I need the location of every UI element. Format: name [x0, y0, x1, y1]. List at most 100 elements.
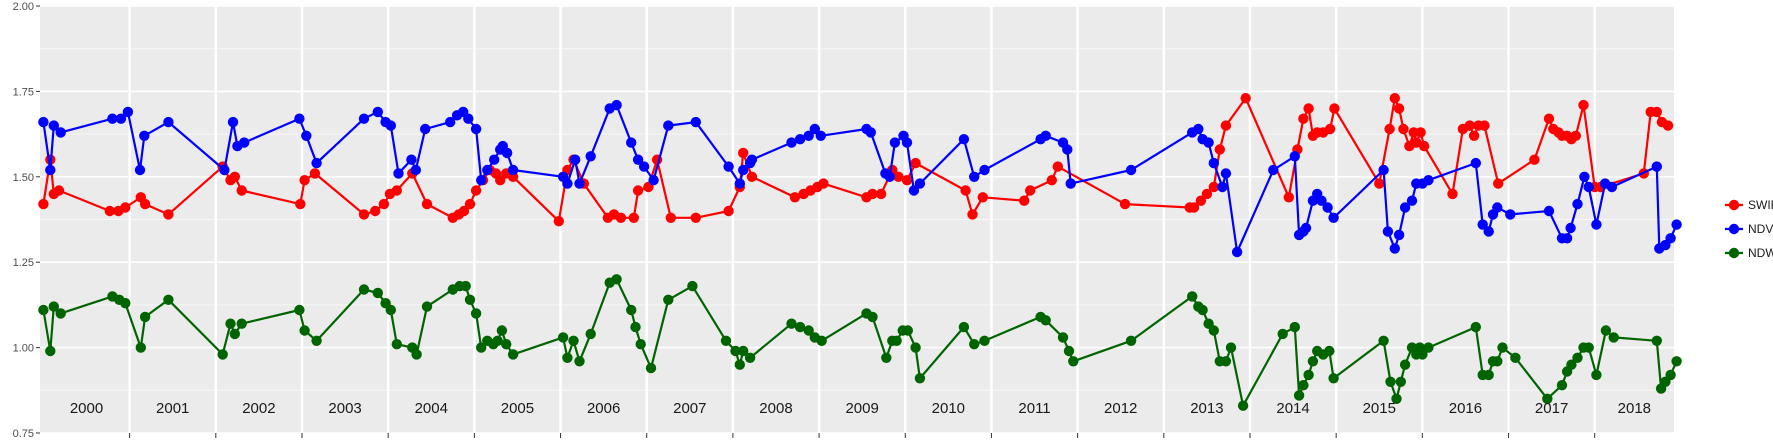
data-point-ndwi — [163, 294, 174, 305]
data-point-ndvi — [1217, 181, 1228, 193]
data-point-ndwi — [1187, 291, 1198, 302]
data-point-ndvi — [1268, 164, 1279, 176]
year-label: 2000 — [70, 400, 103, 417]
data-point-swir — [690, 212, 701, 223]
data-point-swir — [1240, 93, 1251, 104]
data-point-ndvi — [1671, 219, 1682, 230]
data-point-ndvi — [723, 161, 734, 172]
data-point-ndwi — [294, 304, 305, 316]
data-point-ndwi — [720, 335, 732, 346]
data-point-ndvi — [1583, 181, 1594, 193]
data-point-ndvi — [889, 137, 901, 148]
legend-key-point — [1728, 199, 1740, 211]
data-point-ndwi — [914, 373, 926, 384]
data-point-ndwi — [229, 328, 240, 340]
data-point-ndwi — [1293, 390, 1305, 401]
data-point-ndwi — [411, 349, 422, 360]
data-point-ndwi — [496, 325, 508, 336]
data-point-ndwi — [1068, 356, 1079, 367]
data-point-ndwi — [1556, 380, 1568, 391]
data-point-ndwi — [626, 304, 637, 316]
data-point-ndvi — [611, 99, 622, 111]
data-point-swir — [1303, 103, 1314, 114]
y-tick-label: 2.00 — [13, 1, 34, 13]
data-point-ndwi — [979, 335, 990, 346]
data-point-ndvi — [227, 116, 239, 128]
year-label: 2018 — [1618, 400, 1651, 417]
data-point-swir — [229, 171, 240, 182]
data-point-swir — [139, 198, 151, 210]
data-point-ndwi — [687, 280, 698, 292]
data-point-ndwi — [803, 325, 814, 336]
data-point-swir — [1543, 113, 1555, 124]
year-label: 2005 — [501, 400, 534, 417]
data-point-swir — [1201, 188, 1213, 200]
data-point-ndwi — [1197, 304, 1208, 316]
data-point-ndvi — [406, 154, 417, 165]
data-point-swir — [391, 185, 402, 196]
data-point-ndvi — [638, 161, 650, 172]
data-point-ndwi — [135, 342, 146, 353]
data-point-ndwi — [1328, 373, 1339, 384]
data-point-ndwi — [1417, 349, 1428, 360]
data-point-ndvi — [55, 127, 66, 138]
data-point-swir — [1651, 106, 1663, 118]
data-point-ndvi — [690, 116, 701, 128]
data-point-ndwi — [1651, 335, 1663, 346]
data-point-ndvi — [1606, 181, 1618, 193]
legend-label-swir: SWIR — [1748, 198, 1773, 212]
data-point-swir — [1119, 198, 1131, 210]
data-point-ndvi — [294, 113, 305, 124]
data-point-swir — [1374, 178, 1385, 189]
data-point-ndvi — [1382, 226, 1394, 237]
data-point-swir — [38, 198, 49, 210]
data-point-ndvi — [358, 113, 370, 124]
data-point-swir — [295, 198, 306, 210]
data-point-ndwi — [55, 308, 66, 319]
data-point-ndvi — [501, 147, 513, 159]
year-label: 2001 — [156, 400, 189, 417]
data-point-ndvi — [38, 116, 49, 128]
data-point-swir — [1393, 103, 1405, 114]
data-point-ndvi — [1125, 164, 1137, 176]
data-point-swir — [1052, 161, 1064, 172]
data-point-swir — [1529, 154, 1540, 165]
data-point-ndwi — [476, 342, 487, 353]
data-point-swir — [967, 209, 978, 220]
data-point-ndvi — [738, 164, 749, 176]
data-point-ndwi — [557, 332, 569, 343]
data-point-ndvi — [1561, 233, 1573, 244]
data-point-ndvi — [1300, 222, 1312, 234]
data-point-ndvi — [122, 106, 134, 118]
data-point-swir — [163, 209, 174, 220]
y-axis: 0.75 1.00 1.25 1.50 1.75 2.00 — [13, 1, 40, 440]
data-point-ndvi — [1492, 202, 1503, 213]
data-point-ndvi — [1316, 195, 1327, 206]
year-label: 2015 — [1363, 400, 1396, 417]
data-point-ndvi — [1565, 222, 1576, 234]
data-point-ndvi — [1423, 175, 1434, 186]
year-label: 2002 — [242, 400, 275, 417]
data-point-ndvi — [979, 164, 990, 176]
data-point-ndvi — [794, 134, 806, 145]
data-point-swir — [1418, 140, 1430, 152]
data-point-ndvi — [219, 164, 230, 176]
data-point-ndvi — [1393, 229, 1405, 241]
data-point-swir — [1578, 99, 1589, 111]
data-point-ndwi — [611, 274, 622, 285]
data-point-ndvi — [1208, 157, 1220, 169]
data-point-ndvi — [1289, 151, 1301, 162]
data-point-ndwi — [1566, 359, 1577, 370]
data-point-ndvi — [1399, 202, 1411, 213]
data-point-swir — [1018, 195, 1030, 206]
data-point-ndwi — [1423, 342, 1434, 353]
data-point-ndwi — [1385, 376, 1396, 387]
data-point-ndvi — [1231, 246, 1243, 258]
data-point-ndvi — [482, 164, 493, 176]
data-point-swir — [1493, 178, 1504, 189]
data-point-ndvi — [1220, 168, 1232, 179]
data-point-swir — [1415, 127, 1426, 138]
data-point-swir — [104, 205, 116, 217]
data-point-ndwi — [1307, 356, 1319, 367]
legend-label-ndvi: NDVI — [1748, 222, 1773, 236]
